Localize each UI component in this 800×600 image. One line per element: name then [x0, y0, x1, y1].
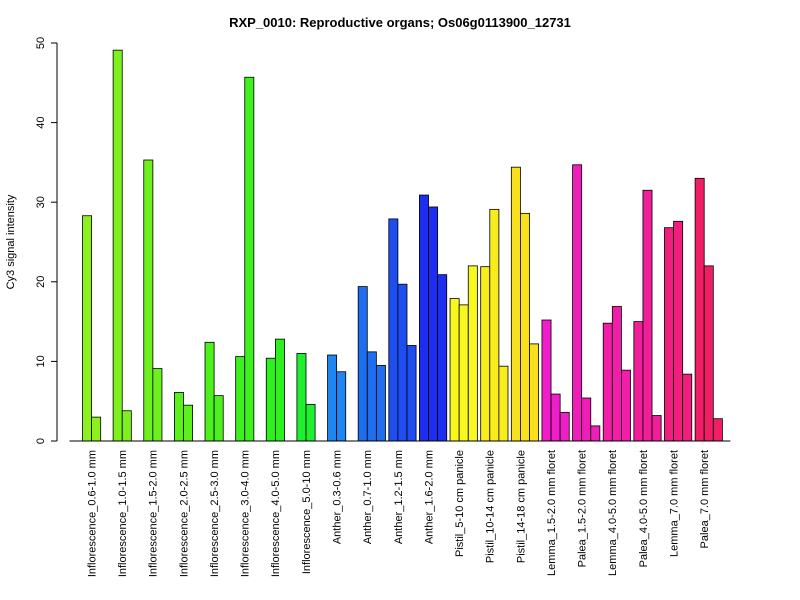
- bar: [274, 338, 285, 442]
- bar: [449, 298, 460, 442]
- bar: [305, 403, 316, 442]
- bar: [388, 218, 399, 442]
- bar: [520, 212, 530, 442]
- x-tick-label: Anther_0.7-1.0 mm: [362, 450, 374, 544]
- bar: [694, 177, 705, 442]
- bar: [244, 76, 255, 442]
- x-tick-label: Pistil_14-18 cm panicle: [515, 450, 527, 563]
- x-tick-label: Lemma_7.0 mm floret: [668, 450, 680, 557]
- x-tick-label: Palea_7.0 mm floret: [699, 450, 711, 548]
- bar: [296, 353, 307, 442]
- bar: [265, 357, 276, 442]
- bar: [91, 416, 102, 442]
- bar: [82, 215, 93, 442]
- bar: [703, 265, 714, 442]
- bar: [489, 208, 500, 442]
- y-tick-label: 10: [35, 355, 47, 367]
- x-tick-label: Inflorescence_0.6-1.0 mm: [86, 450, 98, 577]
- x-tick-label: Anther_1.6-2.0 mm: [423, 450, 435, 544]
- bar: [498, 365, 509, 442]
- x-tick-label: Anther_0.3-0.6 mm: [331, 450, 343, 544]
- bar: [357, 286, 368, 442]
- bar: [581, 397, 592, 442]
- bar: [510, 166, 521, 442]
- x-tick-label: Inflorescence_5.0-10 mm: [301, 450, 313, 574]
- bar: [428, 206, 439, 442]
- x-tick-label: Inflorescence_2.5-3.0 mm: [209, 450, 221, 577]
- bar: [559, 411, 570, 442]
- x-tick-label: Palea_4.0-5.0 mm floret: [638, 450, 650, 567]
- bar: [651, 415, 662, 442]
- bar: [173, 392, 184, 442]
- x-tick-label: Pistil_10-14 cm panicle: [485, 450, 497, 563]
- bar: [633, 321, 644, 442]
- bar: [327, 354, 338, 442]
- x-tick-label: Pistil_5-10 cm panicle: [454, 450, 466, 557]
- bar: [458, 304, 469, 442]
- y-tick-label: 40: [35, 116, 47, 128]
- bar: [336, 371, 347, 442]
- x-tick-label: Inflorescence_3.0-4.0 mm: [240, 450, 252, 577]
- bar: [529, 343, 540, 442]
- x-tick-label: Inflorescence_4.0-5.0 mm: [270, 450, 282, 577]
- bar: [664, 227, 674, 442]
- x-tick-label: Inflorescence_1.5-2.0 mm: [148, 450, 160, 577]
- chart-title: RXP_0010: Reproductive organs; Os06g0113…: [229, 15, 571, 30]
- y-tick-label: 0: [35, 438, 47, 444]
- bar: [590, 425, 601, 442]
- bar: [375, 364, 386, 442]
- bars-layer: [82, 49, 723, 442]
- bar: [550, 393, 561, 442]
- bar: [682, 373, 693, 442]
- bar: [673, 220, 684, 442]
- y-axis-label: Cy3 signal intensity: [5, 194, 17, 289]
- y-tick-label: 50: [35, 37, 47, 49]
- x-tick-label: Inflorescence_2.0-2.5 mm: [178, 450, 190, 577]
- bar: [712, 418, 723, 442]
- bar: [397, 283, 408, 442]
- bar: [183, 404, 193, 442]
- bar: [621, 369, 631, 442]
- y-axis: 0 10 20 30 40 50: [35, 37, 58, 444]
- x-tick-label: Lemma_1.5-2.0 mm floret: [546, 450, 558, 576]
- x-tick-label: Lemma_4.0-5.0 mm floret: [607, 450, 619, 576]
- bar: [121, 410, 132, 442]
- x-tick-label: Anther_1.2-1.5 mm: [393, 450, 405, 544]
- bar: [112, 49, 123, 442]
- bar: [480, 266, 491, 442]
- bar: [406, 345, 417, 442]
- bar: [419, 194, 429, 442]
- bar: [602, 322, 613, 442]
- x-tick-labels: Inflorescence_0.6-1.0 mm Inflorescence_1.…: [86, 450, 711, 577]
- y-tick-label: 30: [35, 196, 47, 208]
- x-tick-label: Inflorescence_1.0-1.5 mm: [117, 450, 129, 577]
- bar: [642, 189, 653, 442]
- x-tick-label: Palea_1.5-2.0 mm floret: [577, 450, 589, 567]
- y-tick-label: 20: [35, 276, 47, 288]
- bar: [143, 159, 154, 442]
- bar: [611, 306, 622, 442]
- bar: [437, 274, 448, 442]
- bar: [235, 356, 246, 442]
- bar: [213, 395, 224, 442]
- bar: [467, 265, 478, 442]
- bar: [541, 319, 552, 442]
- bar: [572, 164, 583, 442]
- bar: [366, 351, 377, 442]
- bar: [152, 368, 163, 442]
- bar: [204, 341, 215, 442]
